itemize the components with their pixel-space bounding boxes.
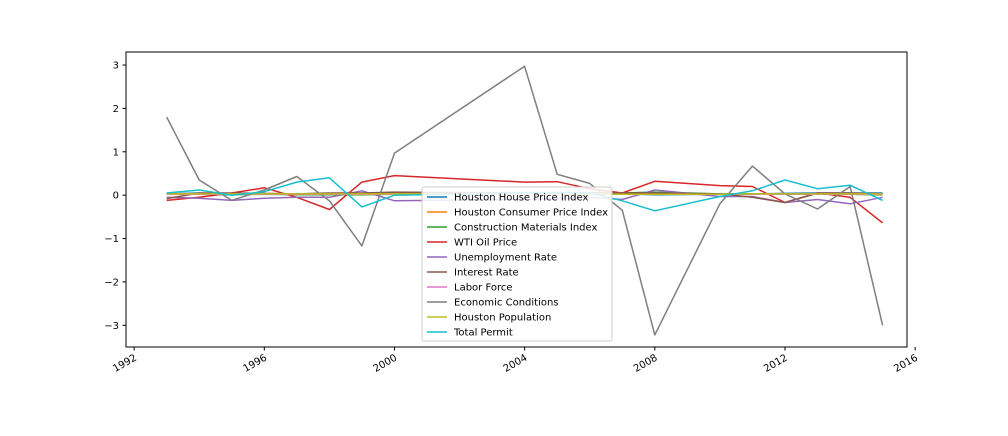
y-tick-label: 3 bbox=[113, 61, 119, 72]
x-axis: 1992 1996 2000 2004 2008 2012 2016 bbox=[111, 347, 920, 375]
legend-label: Interest Rate bbox=[454, 268, 519, 279]
y-axis: −3 −2 −1 0 1 2 3 bbox=[104, 61, 126, 332]
x-tick-label: 2000 bbox=[372, 353, 400, 375]
legend-label: Houston Consumer Price Index bbox=[454, 208, 608, 219]
x-tick-label: 1992 bbox=[111, 353, 139, 375]
legend-label: Economic Conditions bbox=[454, 298, 559, 309]
y-tick-label: 1 bbox=[113, 147, 119, 158]
x-tick-label: 1996 bbox=[241, 353, 269, 375]
y-tick-label: −1 bbox=[104, 234, 119, 245]
legend-label: Total Permit bbox=[453, 328, 513, 339]
legend-label: Construction Materials Index bbox=[454, 223, 597, 234]
y-tick-label: 0 bbox=[113, 191, 119, 202]
legend-label: Houston Population bbox=[454, 313, 551, 324]
y-tick-label: −3 bbox=[104, 321, 119, 332]
y-tick-label: 2 bbox=[113, 104, 119, 115]
legend-label: Houston House Price Index bbox=[454, 193, 588, 204]
x-tick-label: 2016 bbox=[892, 353, 920, 375]
legend-label: Labor Force bbox=[454, 283, 513, 294]
legend: Houston House Price Index Houston Consume… bbox=[422, 187, 612, 341]
x-tick-label: 2008 bbox=[632, 353, 660, 375]
legend-label: WTI Oil Price bbox=[454, 238, 517, 249]
x-tick-label: 2004 bbox=[502, 353, 530, 375]
legend-label: Unemployment Rate bbox=[454, 253, 557, 264]
x-tick-label: 2012 bbox=[762, 353, 790, 375]
y-tick-label: −2 bbox=[104, 277, 119, 288]
